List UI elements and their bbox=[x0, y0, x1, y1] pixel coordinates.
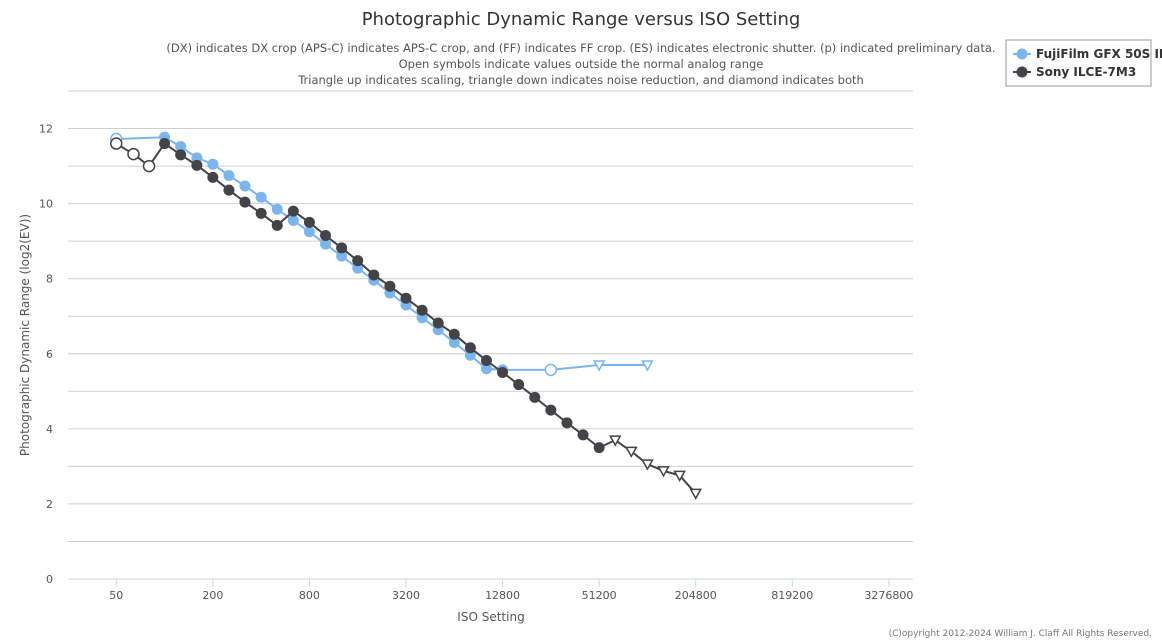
y-tick-label: 6 bbox=[46, 348, 53, 361]
data-point[interactable] bbox=[480, 355, 492, 367]
series-line bbox=[116, 136, 648, 371]
data-point[interactable] bbox=[448, 328, 460, 340]
legend-box bbox=[1005, 39, 1152, 87]
chart-subtitle-line-2: Open symbols indicate values outside the… bbox=[399, 57, 764, 71]
data-point-open-circle[interactable] bbox=[544, 363, 558, 377]
data-point[interactable] bbox=[271, 219, 283, 231]
data-point[interactable] bbox=[416, 304, 428, 316]
data-point[interactable] bbox=[255, 207, 267, 219]
y-axis-label: Photographic Dynamic Range (log2(EV)) bbox=[18, 214, 32, 456]
data-point[interactable] bbox=[175, 149, 187, 161]
data-point-triangle-down[interactable] bbox=[657, 466, 670, 478]
data-point-triangle-down[interactable] bbox=[625, 446, 638, 458]
data-point[interactable] bbox=[239, 180, 251, 192]
data-point[interactable] bbox=[320, 230, 332, 242]
y-tick-label: 12 bbox=[39, 123, 53, 136]
data-point-triangle-down[interactable] bbox=[689, 488, 702, 500]
data-point[interactable] bbox=[480, 363, 492, 375]
data-point[interactable] bbox=[352, 255, 364, 267]
x-tick-label: 51200 bbox=[582, 589, 617, 602]
data-point[interactable] bbox=[432, 317, 444, 329]
data-point[interactable] bbox=[255, 191, 267, 203]
data-point[interactable] bbox=[207, 158, 219, 170]
y-axis: 0 2 4 6 8 10 12 bbox=[39, 123, 53, 586]
y-tick-label: 0 bbox=[46, 573, 53, 586]
legend-label: Sony ILCE-7M3 bbox=[1036, 65, 1136, 79]
data-point[interactable] bbox=[336, 250, 348, 262]
data-point-triangle-down[interactable] bbox=[592, 360, 606, 372]
x-tick-label: 3200 bbox=[392, 589, 420, 602]
y-tick-label: 4 bbox=[46, 423, 53, 436]
data-point[interactable] bbox=[400, 292, 412, 304]
series-1 bbox=[110, 137, 702, 500]
legend-label: FujiFilm GFX 50S II bbox=[1036, 47, 1162, 61]
data-point[interactable] bbox=[207, 171, 219, 183]
y-tick-label: 10 bbox=[39, 198, 53, 211]
data-point[interactable] bbox=[159, 138, 171, 150]
data-point[interactable] bbox=[191, 159, 203, 171]
data-point[interactable] bbox=[593, 442, 605, 454]
data-point-triangle-down[interactable] bbox=[608, 435, 622, 447]
data-point[interactable] bbox=[303, 216, 315, 228]
data-point[interactable] bbox=[577, 429, 589, 441]
data-point[interactable] bbox=[287, 205, 299, 217]
data-point[interactable] bbox=[497, 367, 509, 379]
series-line bbox=[115, 142, 697, 495]
data-point[interactable] bbox=[223, 169, 235, 181]
legend-item-sony[interactable]: Sony ILCE-7M3 bbox=[1013, 65, 1136, 79]
series-0 bbox=[110, 131, 654, 377]
chart-legend: FujiFilm GFX 50S II Sony ILCE-7M3 bbox=[1005, 39, 1162, 87]
chart-credits: (C)opyright 2012-2024 William J. Claff A… bbox=[889, 629, 1152, 639]
data-point[interactable] bbox=[287, 215, 299, 227]
data-point[interactable] bbox=[239, 196, 251, 208]
x-axis-label: ISO Setting bbox=[457, 610, 524, 624]
data-point[interactable] bbox=[175, 141, 187, 153]
legend-marker bbox=[1016, 66, 1028, 78]
legend-item-fujifilm[interactable]: FujiFilm GFX 50S II bbox=[1013, 47, 1162, 61]
x-tick-label: 12800 bbox=[485, 589, 520, 602]
x-axis: 50 200 800 3200 12800 51200 204800 819200 327680… bbox=[109, 579, 913, 602]
data-point[interactable] bbox=[336, 242, 348, 254]
y-tick-label: 2 bbox=[46, 498, 53, 511]
chart-subtitle-line-3: Triangle up indicates scaling, triangle … bbox=[297, 73, 864, 87]
data-point-triangle-down[interactable] bbox=[641, 459, 654, 471]
data-point[interactable] bbox=[545, 404, 557, 416]
data-point-open-circle[interactable] bbox=[110, 137, 123, 150]
data-point-triangle-down[interactable] bbox=[673, 470, 686, 482]
x-tick-label: 200 bbox=[202, 589, 223, 602]
x-tick-label: 3276800 bbox=[864, 589, 913, 602]
series-plot-area bbox=[110, 131, 702, 500]
chart-subtitle-line-1: (DX) indicates DX crop (APS-C) indicates… bbox=[166, 41, 995, 55]
data-point-open-circle[interactable] bbox=[127, 147, 140, 161]
data-point-open-circle[interactable] bbox=[142, 159, 156, 173]
data-point[interactable] bbox=[561, 417, 573, 429]
data-point[interactable] bbox=[384, 280, 396, 292]
legend-marker bbox=[1016, 48, 1028, 60]
data-point[interactable] bbox=[368, 269, 380, 281]
chart-title: Photographic Dynamic Range versus ISO Se… bbox=[362, 9, 801, 30]
data-point[interactable] bbox=[513, 379, 525, 391]
data-point[interactable] bbox=[320, 238, 332, 250]
data-point[interactable] bbox=[271, 203, 283, 215]
x-tick-label: 204800 bbox=[675, 589, 717, 602]
data-point[interactable] bbox=[448, 337, 460, 349]
data-point[interactable] bbox=[223, 184, 235, 196]
data-point-triangle-down[interactable] bbox=[641, 360, 654, 372]
data-point[interactable] bbox=[529, 391, 541, 403]
y-tick-label: 8 bbox=[46, 273, 53, 286]
x-tick-label: 50 bbox=[109, 589, 123, 602]
x-tick-label: 800 bbox=[299, 589, 320, 602]
x-tick-label: 819200 bbox=[771, 589, 813, 602]
data-point[interactable] bbox=[303, 226, 315, 238]
data-point[interactable] bbox=[464, 342, 476, 354]
